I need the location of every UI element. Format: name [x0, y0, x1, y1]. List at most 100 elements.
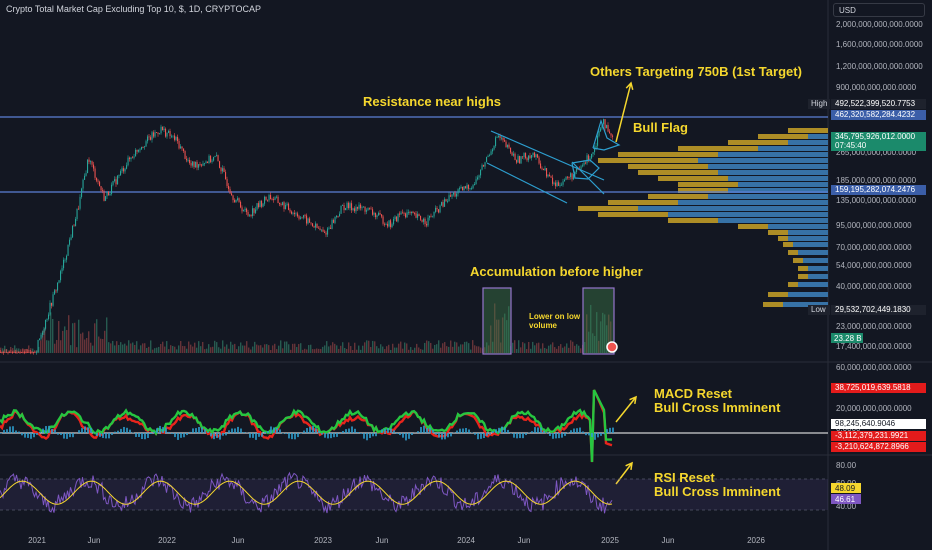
volume-bar [492, 341, 494, 353]
profile-bar-blue [788, 230, 828, 235]
volume-bar [88, 331, 90, 353]
price-candle [549, 174, 551, 177]
volume-bar [336, 345, 338, 353]
volume-bar [460, 344, 462, 353]
price-candle [156, 132, 158, 134]
price-candle [453, 192, 455, 195]
price-candle [316, 223, 318, 228]
price-candle [247, 211, 249, 216]
macd-histogram-bar [183, 433, 185, 438]
volume-bar [320, 348, 322, 353]
macd-histogram-bar [282, 433, 284, 434]
price-candle [297, 213, 299, 217]
price-candle [612, 135, 614, 137]
rsi-signal-value-bg [831, 483, 861, 493]
macd-histogram-bar [459, 428, 461, 433]
macd-histogram-bar [147, 433, 149, 438]
volume-bar [198, 341, 200, 353]
volume-bar [554, 347, 556, 353]
price-candle [162, 126, 164, 131]
annotation-rsi: RSI Reset Bull Cross Imminent [654, 471, 780, 499]
volume-bar [144, 343, 146, 353]
price-candle [586, 155, 588, 164]
macd-value-label: 38,725,019,639.5818 [835, 383, 911, 392]
macd-histogram-bar [435, 433, 437, 435]
volume-bar [126, 345, 128, 353]
price-candle [159, 133, 161, 135]
volume-bar [224, 346, 226, 353]
price-candle [205, 161, 207, 164]
price-candle [168, 131, 170, 133]
price-candle [507, 144, 509, 148]
x-tick-label: Jun [518, 536, 531, 545]
price-candle [376, 215, 378, 218]
profile-bar-blue [678, 200, 828, 205]
volume-bar [48, 340, 50, 353]
volume-bar [300, 343, 302, 353]
macd-histogram-bar [423, 425, 425, 433]
macd-histogram-bar [561, 433, 563, 438]
volume-bar [160, 344, 162, 353]
price-candle [195, 161, 197, 168]
price-candle [177, 136, 179, 142]
macd-histogram-bar [309, 426, 311, 433]
volume-bar [52, 318, 54, 353]
price-candle [474, 184, 476, 186]
macd-histogram-bar [81, 428, 83, 433]
annotation-lower-volume: Lower on low volume [529, 312, 581, 330]
price-candle [568, 177, 570, 178]
volume-bar [272, 345, 274, 353]
volume-bar [364, 342, 366, 353]
price-candle [30, 352, 32, 353]
macd-histogram-bar [36, 433, 38, 435]
volume-bar [8, 350, 10, 353]
currency-selector[interactable]: USD [833, 3, 925, 17]
volume-bar [380, 344, 382, 353]
countdown-label: 07:45:40 [835, 141, 867, 150]
y-tick-label: 265,000,000,000.0000 [836, 148, 917, 157]
macd-histogram-bar [117, 430, 119, 433]
macd-histogram-bar [45, 426, 47, 433]
volume-bar [466, 341, 468, 353]
macd-histogram-bar [354, 428, 356, 433]
price-candle [451, 194, 453, 197]
annotation-macd: MACD Reset Bull Cross Imminent [654, 387, 780, 415]
macd-histogram-bar [465, 428, 467, 433]
price-candle [169, 131, 171, 137]
profile-bar-blue [638, 206, 828, 211]
macd-histogram-bar [171, 433, 173, 434]
price-candle [262, 203, 264, 207]
price-candle [84, 175, 86, 180]
macd-histogram-bar [222, 433, 224, 436]
volume-bar [146, 347, 148, 353]
macd-histogram-bar [492, 431, 494, 433]
price-candle [88, 159, 90, 162]
price-candle [160, 126, 162, 134]
price-candle [460, 186, 462, 189]
price-candle [339, 213, 341, 217]
macd-histogram-bar [255, 433, 257, 440]
macd-histogram-bar [51, 428, 53, 433]
volume-bar [538, 342, 540, 353]
macd-histogram-bar [300, 433, 302, 434]
volume-bar [318, 348, 320, 353]
volume-bar [468, 343, 470, 353]
macd-histogram-bar [510, 433, 512, 434]
price-candle [0, 352, 2, 353]
volume-bar [242, 345, 244, 353]
price-candle [435, 207, 437, 212]
volume-bar [38, 346, 40, 353]
volume-bar [188, 341, 190, 353]
price-candle [534, 152, 536, 158]
volume-bar [66, 330, 68, 353]
price-candle [6, 352, 8, 353]
volume-bar [40, 340, 42, 353]
price-candle [24, 352, 26, 353]
macd-histogram-bar [207, 431, 209, 433]
price-candle [9, 352, 11, 353]
volume-bar [580, 348, 582, 353]
macd-histogram-bar [276, 427, 278, 433]
price-candle [493, 146, 495, 150]
macd-histogram-bar [261, 433, 263, 437]
volume-bar [376, 346, 378, 353]
